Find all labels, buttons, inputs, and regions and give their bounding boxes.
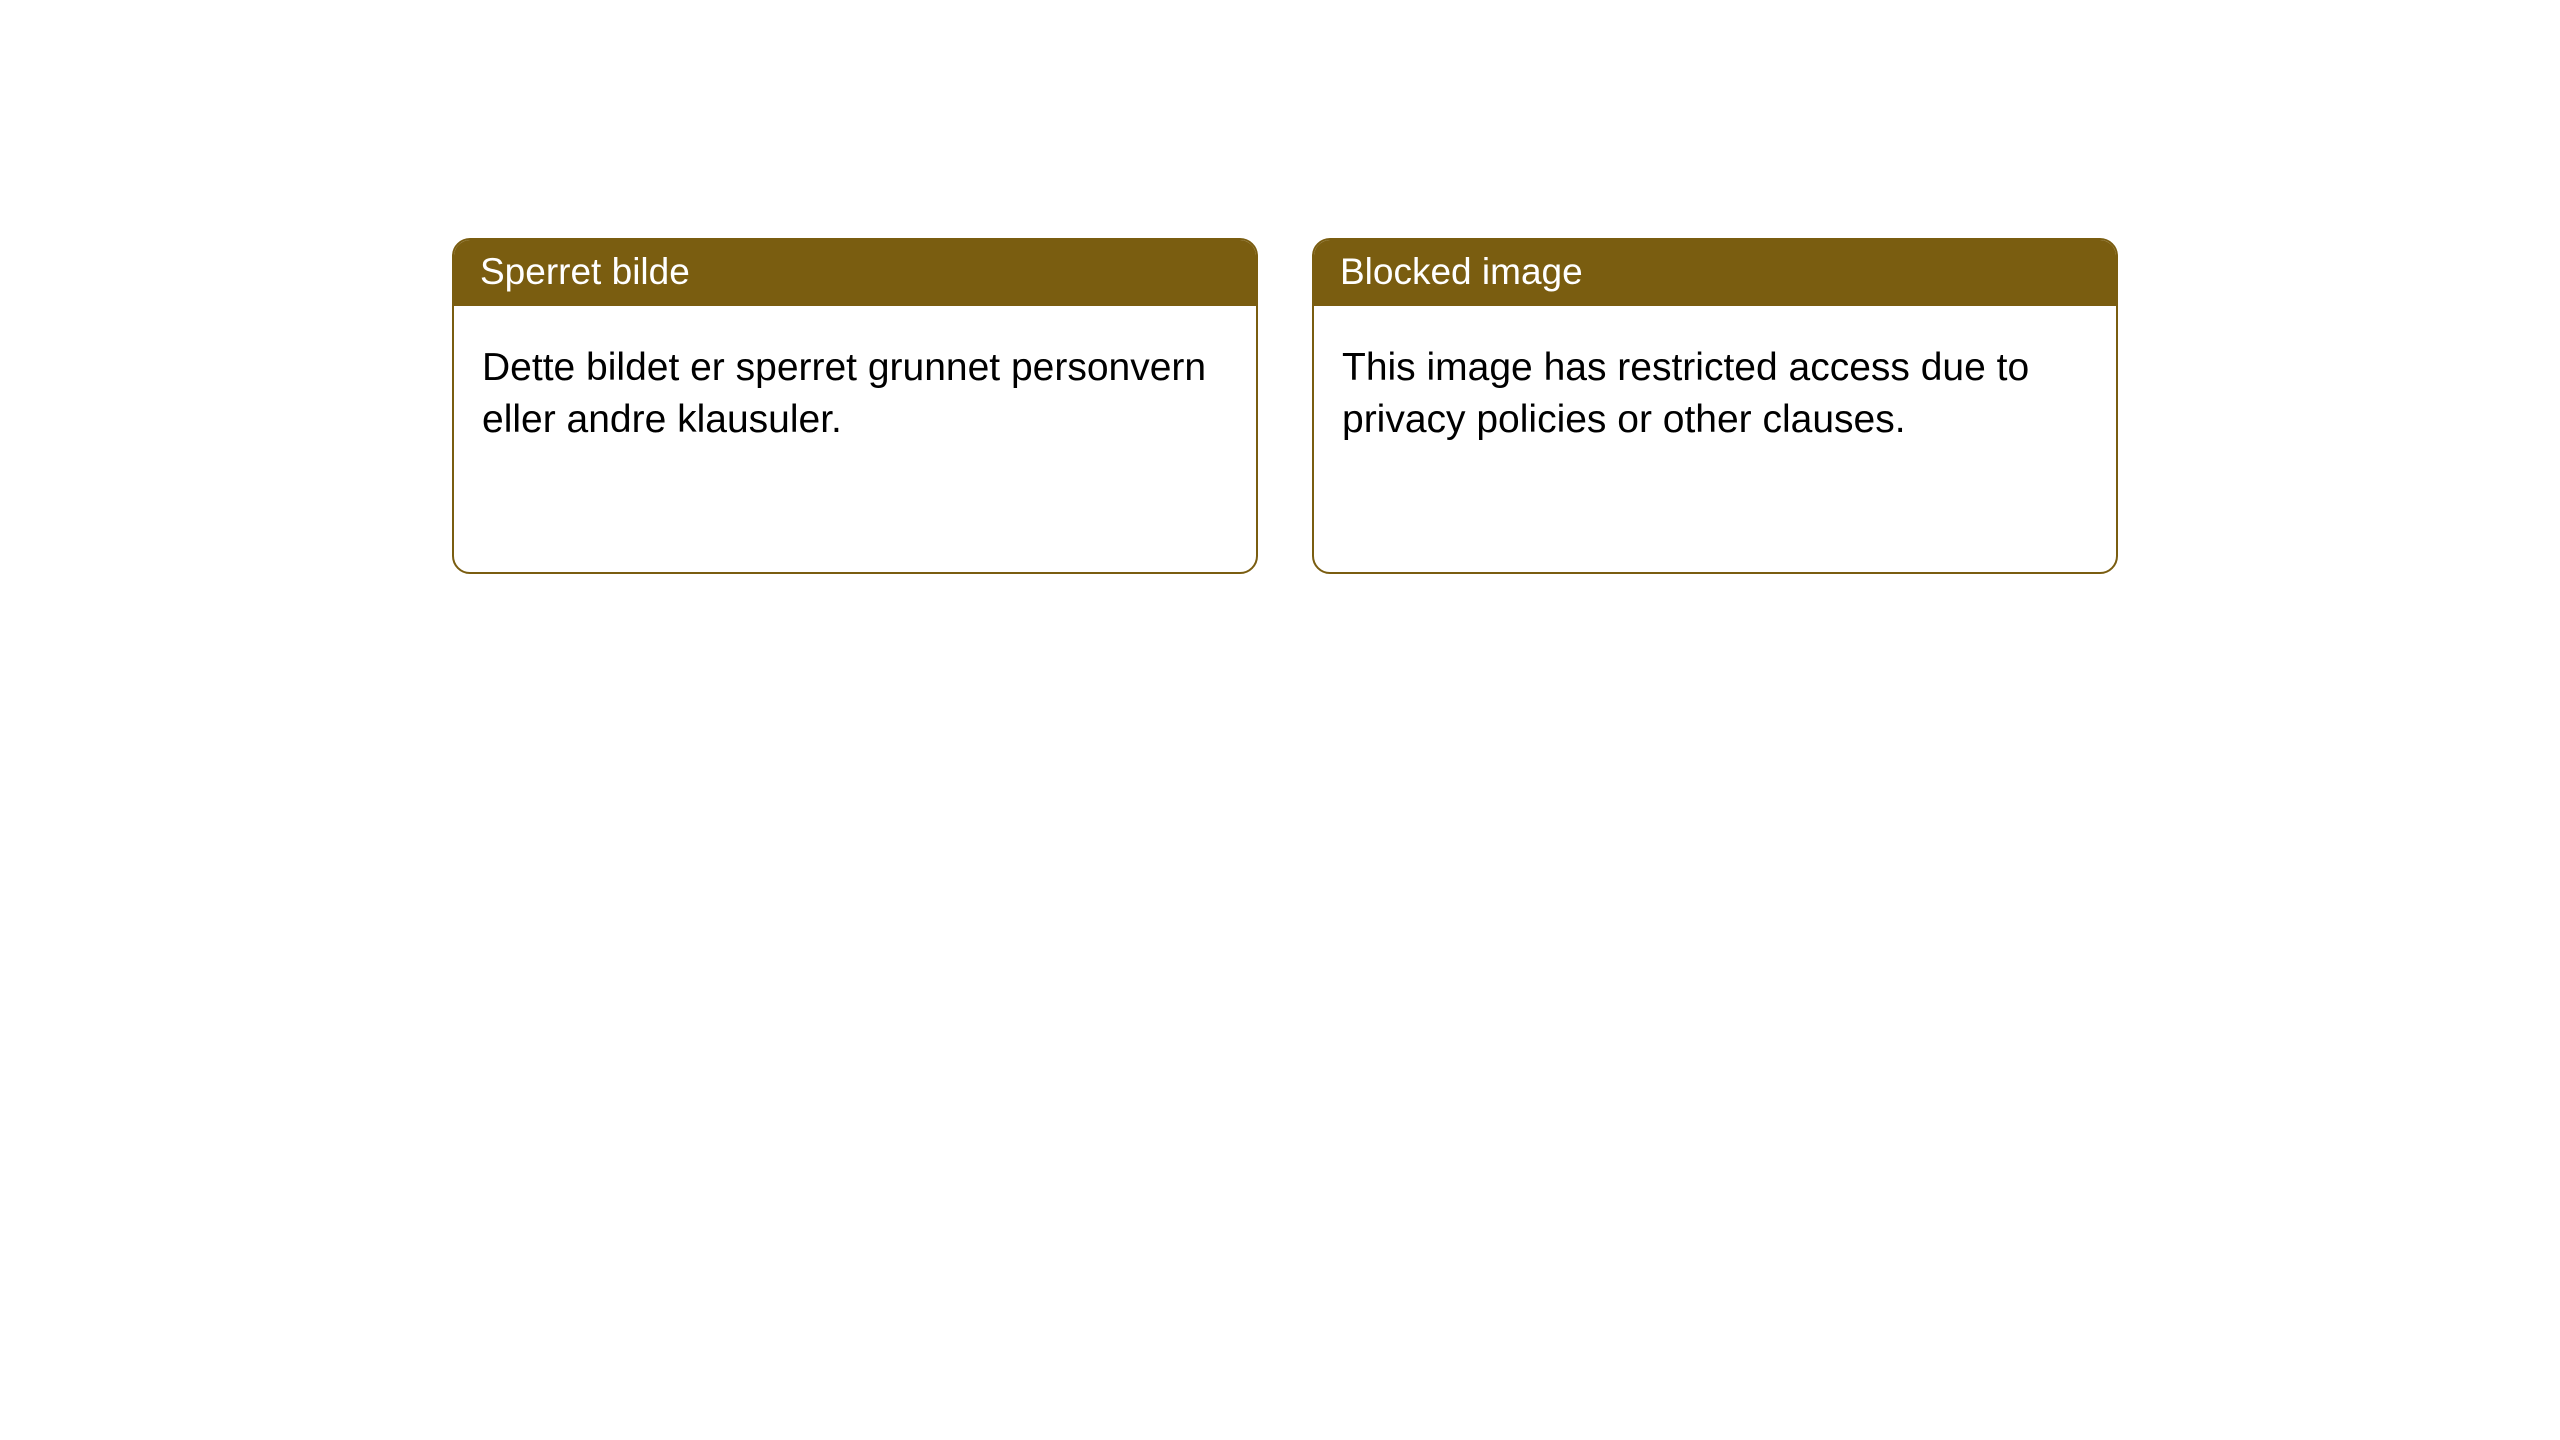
notice-header-english: Blocked image <box>1314 240 2116 306</box>
notice-card-norwegian: Sperret bilde Dette bildet er sperret gr… <box>452 238 1258 574</box>
notice-body-english: This image has restricted access due to … <box>1314 306 2116 481</box>
notice-container: Sperret bilde Dette bildet er sperret gr… <box>0 0 2560 574</box>
notice-header-norwegian: Sperret bilde <box>454 240 1256 306</box>
notice-card-english: Blocked image This image has restricted … <box>1312 238 2118 574</box>
notice-body-norwegian: Dette bildet er sperret grunnet personve… <box>454 306 1256 481</box>
